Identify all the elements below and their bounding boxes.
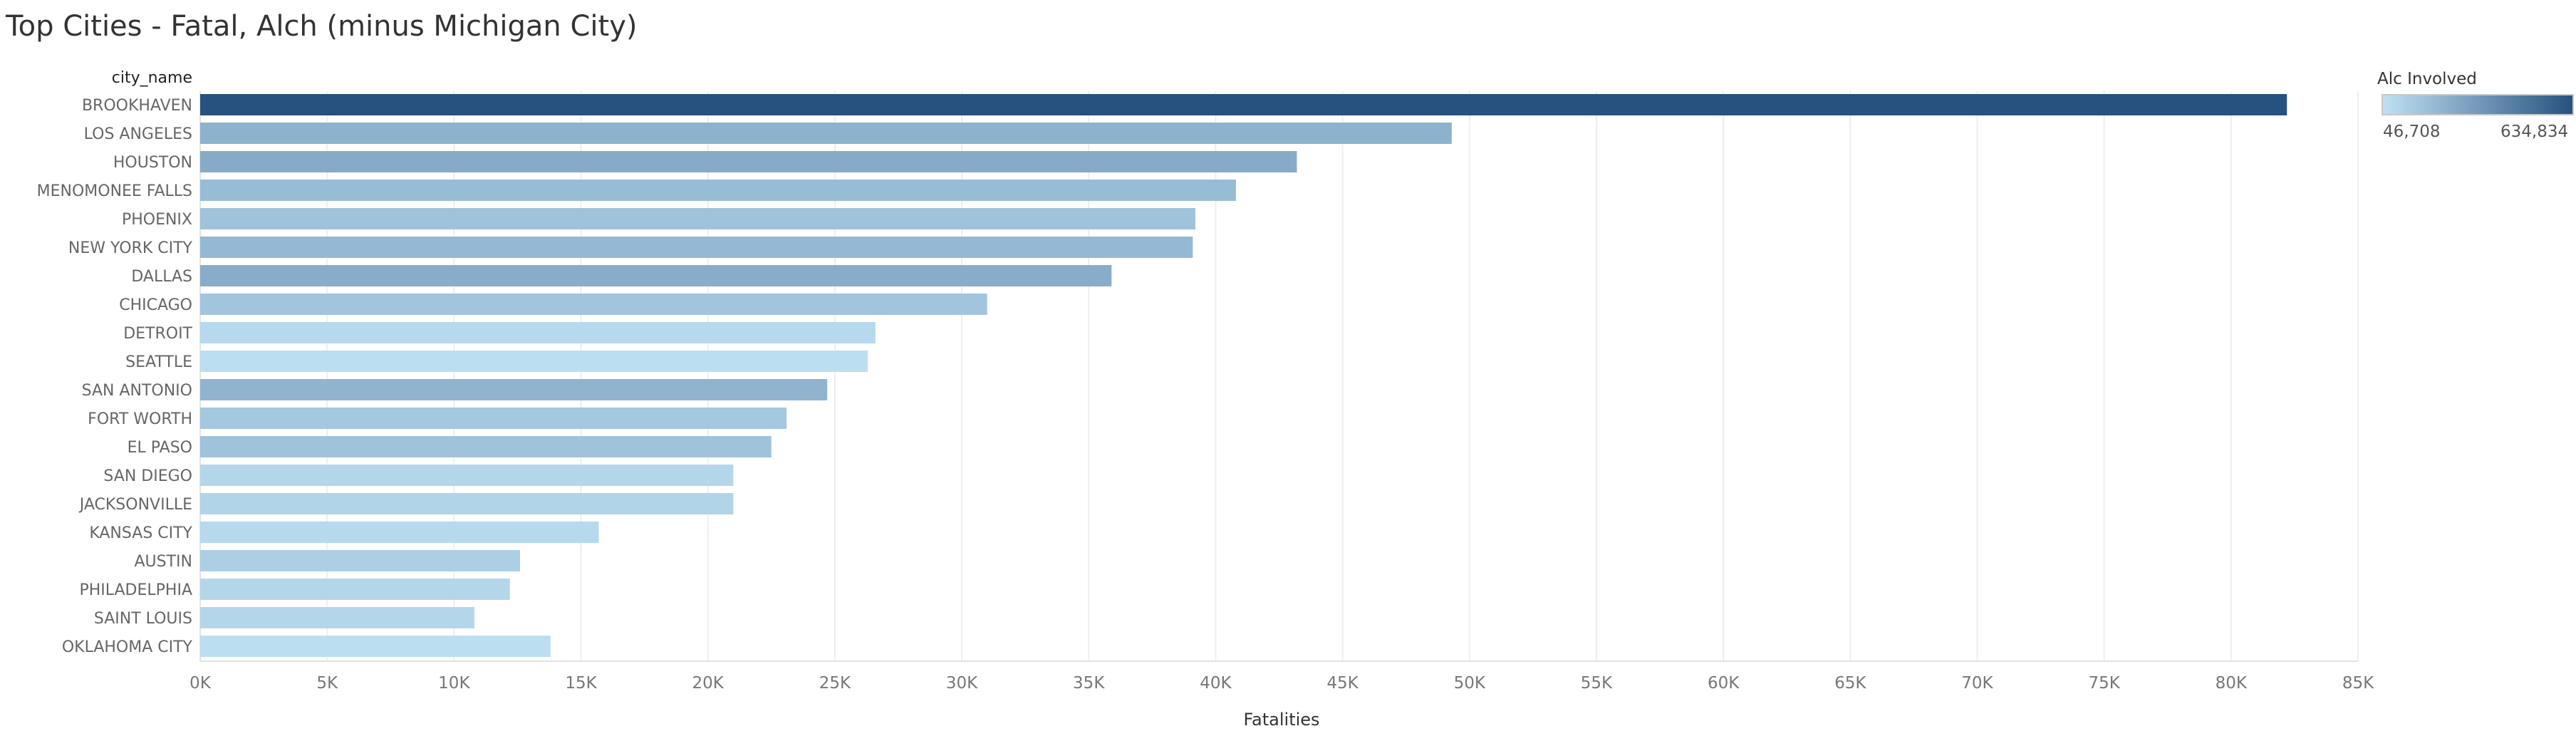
bar[interactable] — [200, 351, 868, 372]
x-tick-label: 70K — [1961, 674, 1993, 693]
x-tick-label: 40K — [1200, 674, 1232, 693]
legend-title: Alc Involved — [2377, 70, 2477, 88]
x-tick-label: 15K — [565, 674, 597, 693]
bar[interactable] — [200, 151, 1297, 172]
bar[interactable] — [200, 237, 1193, 258]
category-label: AUSTIN — [134, 553, 192, 571]
bar[interactable] — [200, 465, 734, 486]
category-label: EL PASO — [128, 439, 192, 457]
x-tick-label: 25K — [819, 674, 851, 693]
category-label: PHOENIX — [122, 211, 192, 229]
category-label: LOS ANGELES — [84, 125, 192, 143]
x-tick-label: 55K — [1581, 674, 1613, 693]
category-label: BROOKHAVEN — [82, 97, 192, 115]
x-tick-label: 45K — [1326, 674, 1359, 693]
x-axis-title: Fatalities — [1243, 710, 1319, 730]
x-tick-label: 30K — [946, 674, 978, 693]
category-label: SAN DIEGO — [103, 467, 192, 485]
x-tick-label: 5K — [316, 674, 338, 693]
category-label: OKLAHOMA CITY — [62, 638, 193, 656]
category-label: KANSAS CITY — [89, 524, 192, 542]
x-tick-label: 75K — [2088, 674, 2120, 693]
row-header: city_name — [112, 69, 192, 87]
x-tick-label: 10K — [438, 674, 470, 693]
bar[interactable] — [200, 550, 521, 571]
bar[interactable] — [200, 379, 828, 400]
legend-color-ramp — [2382, 94, 2574, 115]
gridlines — [199, 91, 2359, 662]
bar[interactable] — [200, 636, 551, 657]
category-label: NEW YORK CITY — [68, 239, 193, 257]
bar[interactable] — [200, 579, 510, 600]
bar[interactable] — [200, 607, 474, 628]
category-label: PHILADELPHIA — [79, 581, 192, 599]
bar[interactable] — [200, 436, 772, 457]
bar[interactable] — [200, 408, 787, 429]
x-tick-label: 60K — [1708, 674, 1740, 693]
legend-min-label: 46,708 — [2383, 123, 2441, 141]
x-tick-label: 50K — [1454, 674, 1486, 693]
category-label: JACKSONVILLE — [78, 496, 192, 514]
x-tick-label: 0K — [189, 674, 212, 693]
category-label: CHICAGO — [119, 296, 192, 314]
bar[interactable] — [200, 294, 987, 315]
category-label: DALLAS — [131, 268, 192, 286]
bar[interactable] — [200, 123, 1452, 144]
bar[interactable] — [200, 208, 1195, 229]
x-tick-label: 80K — [2216, 674, 2248, 693]
category-label: HOUSTON — [113, 154, 192, 172]
x-tick-label: 85K — [2342, 674, 2374, 693]
bar[interactable] — [200, 522, 599, 543]
category-label: FORT WORTH — [88, 410, 192, 428]
bar[interactable] — [200, 180, 1236, 201]
category-label: DETROIT — [123, 325, 192, 343]
category-label: MENOMONEE FALLS — [37, 182, 192, 200]
x-tick-label: 65K — [1834, 674, 1866, 693]
legend-max-label: 634,834 — [2500, 123, 2569, 141]
x-axis-ticks: 0K 5K 10K 15K 20K 25K 30K 35K 40K 45K 50K 55K 60K 65K… — [189, 674, 2374, 693]
x-tick-label: 20K — [692, 674, 724, 693]
x-tick-label: 35K — [1073, 674, 1105, 693]
bar[interactable] — [200, 94, 2287, 115]
bar[interactable] — [200, 265, 1112, 286]
chart-title: Top Cities - Fatal, Alch (minus Michigan… — [6, 10, 638, 43]
bar[interactable] — [200, 493, 734, 514]
category-label: SAINT LOUIS — [94, 610, 192, 628]
category-label: SAN ANTONIO — [82, 382, 192, 400]
category-label: SEATTLE — [125, 353, 192, 371]
bars — [200, 94, 2287, 657]
category-labels: BROOKHAVEN LOS ANGELES HOUSTON MENOMONEE FA… — [37, 97, 193, 656]
bar[interactable] — [200, 322, 876, 343]
